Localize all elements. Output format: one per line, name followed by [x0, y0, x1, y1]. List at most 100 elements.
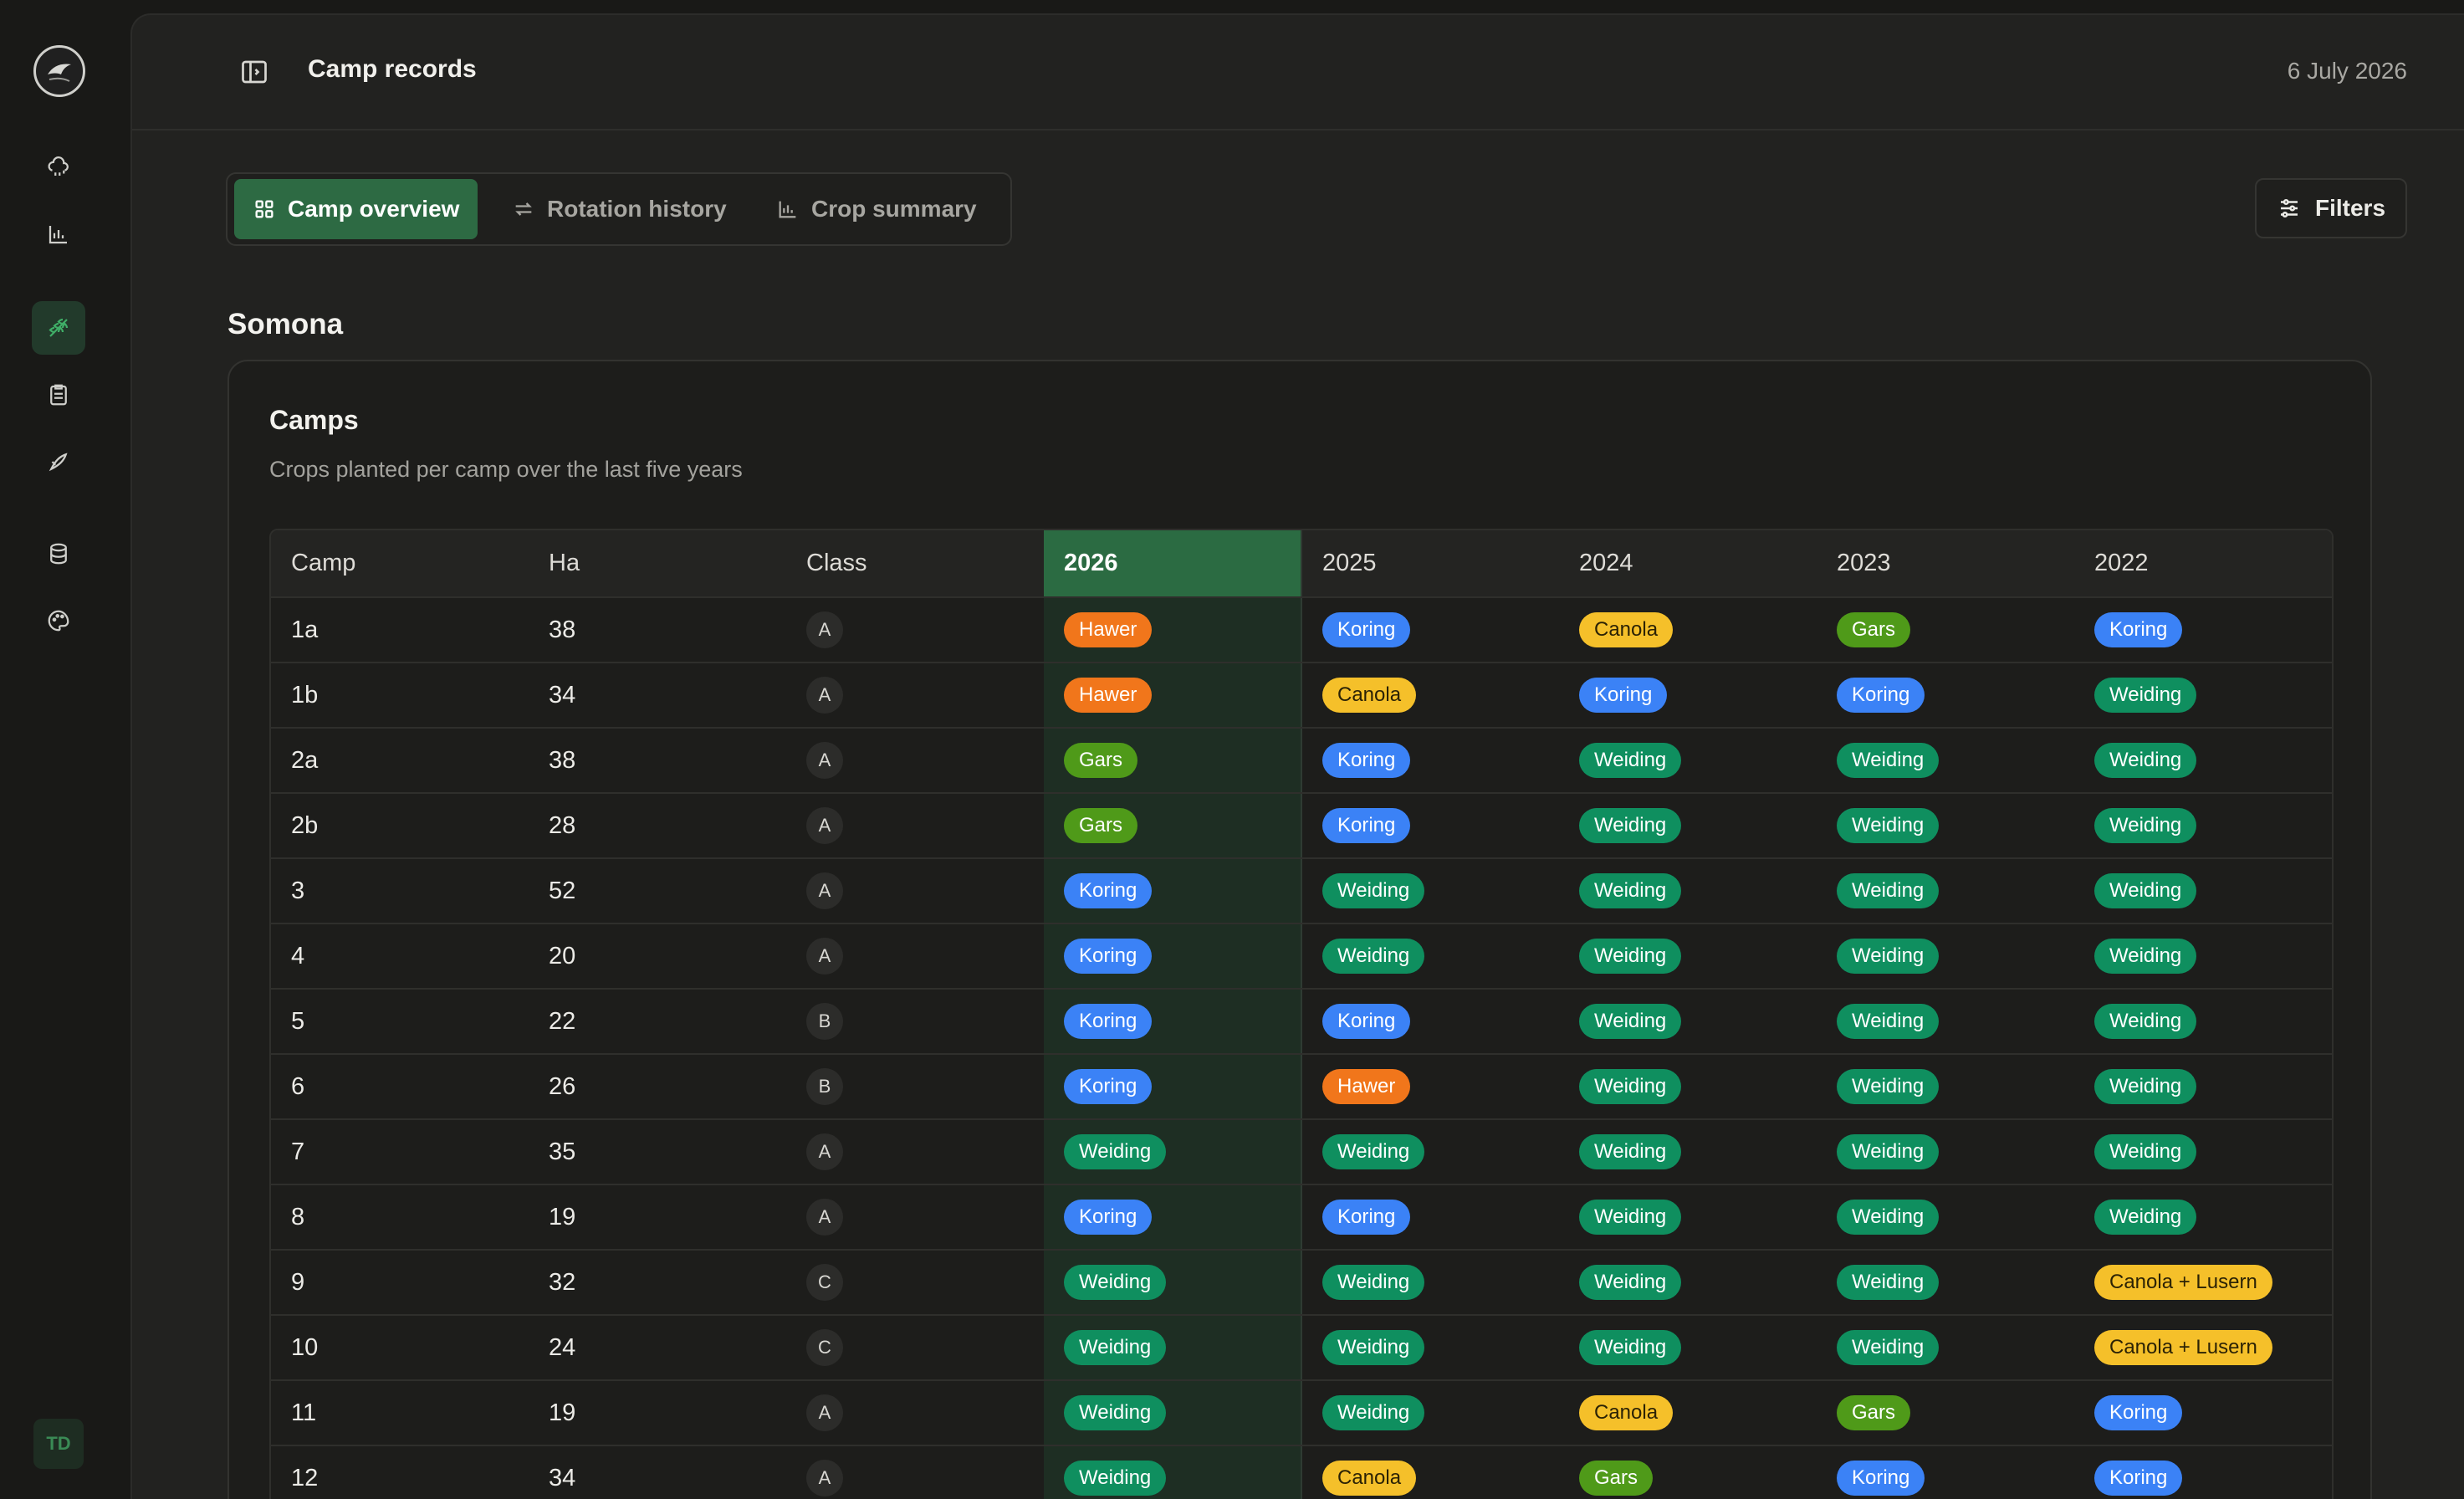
camps-table: Camp Ha Class 2026 2025 2024 2023 2022 1… — [269, 529, 2334, 1499]
table-row[interactable]: 11 19 A Weiding Weiding Canola Gars Koring — [271, 1380, 2332, 1446]
crop-badge: Weiding — [1579, 743, 1682, 778]
hectares-cell: 52 — [529, 858, 786, 924]
crop-badge: Koring — [1322, 1200, 1411, 1235]
crop-cell: Weiding — [1044, 1445, 1302, 1499]
bar-chart-icon — [779, 201, 796, 218]
crop-badge: Koring — [1579, 678, 1668, 713]
nav-theme[interactable] — [32, 594, 85, 647]
tab-camp-overview[interactable]: Camp overview — [234, 179, 478, 239]
crop-cell: Koring — [1044, 989, 1302, 1055]
top-bar: Camp records 6 July 2026 — [132, 15, 2464, 130]
crop-badge: Weiding — [1837, 1004, 1940, 1039]
camp-cell: 1b — [271, 663, 529, 729]
crop-badge: Koring — [1064, 939, 1153, 974]
class-badge: A — [806, 807, 843, 844]
crop-cell: Weiding — [1301, 1380, 1559, 1446]
crop-badge: Koring — [1322, 743, 1411, 778]
column-header[interactable]: 2025 — [1301, 530, 1559, 598]
camp-cell: 6 — [271, 1054, 529, 1120]
hectares-cell: 32 — [529, 1250, 786, 1316]
crop-badge: Weiding — [1579, 1200, 1682, 1235]
table-row[interactable]: 3 52 A Koring Weiding Weiding Weiding Weiding — [271, 858, 2332, 924]
sidebar-toggle-button[interactable] — [239, 57, 269, 91]
nav-data[interactable] — [32, 527, 85, 581]
crop-cell: Weiding — [2074, 728, 2332, 794]
crop-badge: Weiding — [1579, 1004, 1682, 1039]
crop-cell: Weiding — [1559, 728, 1817, 794]
column-header[interactable]: 2022 — [2074, 530, 2332, 598]
tab-label: Crop summary — [811, 196, 977, 222]
nav-crops[interactable] — [32, 301, 85, 355]
crop-badge: Weiding — [1837, 1265, 1940, 1300]
crop-badge: Weiding — [1322, 1395, 1425, 1430]
crop-cell: Weiding — [1301, 923, 1559, 990]
table-row[interactable]: 2b 28 A Gars Koring Weiding Weiding Weiding — [271, 793, 2332, 859]
class-cell: A — [786, 1445, 1044, 1499]
nav-weather[interactable] — [32, 141, 85, 194]
table-row[interactable]: 10 24 C Weiding Weiding Weiding Weiding Canola … — [271, 1315, 2332, 1381]
crop-badge: Canola + Lusern — [2094, 1265, 2272, 1300]
tab-rotation-history[interactable]: Rotation history — [493, 179, 745, 239]
table-row[interactable]: 6 26 B Koring Hawer Weiding Weiding Weiding — [271, 1054, 2332, 1120]
crop-badge: Weiding — [1064, 1330, 1167, 1365]
table-row[interactable]: 7 35 A Weiding Weiding Weiding Weiding Weiding — [271, 1119, 2332, 1185]
card-title: Camps — [269, 405, 359, 435]
crop-cell: Koring — [2074, 1445, 2332, 1499]
table-row[interactable]: 2a 38 A Gars Koring Weiding Weiding Weiding — [271, 728, 2332, 794]
table-row[interactable]: 8 19 A Koring Koring Weiding Weiding Weiding — [271, 1184, 2332, 1251]
class-cell: A — [786, 663, 1044, 729]
table-row[interactable]: 1a 38 A Hawer Koring Canola Gars Koring — [271, 597, 2332, 663]
crop-cell: Weiding — [2074, 1054, 2332, 1120]
table-row[interactable]: 9 32 C Weiding Weiding Weiding Weiding Canola +… — [271, 1250, 2332, 1316]
nav-records[interactable] — [32, 368, 85, 422]
column-header[interactable]: 2023 — [1817, 530, 2074, 598]
class-cell: A — [786, 1380, 1044, 1446]
class-cell: C — [786, 1250, 1044, 1316]
crop-badge: Weiding — [1064, 1265, 1167, 1300]
nav-analytics[interactable] — [32, 207, 85, 261]
column-header[interactable]: 2024 — [1559, 530, 1817, 598]
filters-button[interactable]: Filters — [2255, 178, 2407, 238]
crop-badge: Weiding — [1322, 1265, 1425, 1300]
user-avatar[interactable]: TD — [33, 1419, 84, 1469]
crop-cell: Canola — [1301, 1445, 1559, 1499]
hectares-cell: 34 — [529, 663, 786, 729]
table-row[interactable]: 4 20 A Koring Weiding Weiding Weiding Weiding — [271, 923, 2332, 990]
crop-cell: Weiding — [1044, 1380, 1302, 1446]
column-header-current-year[interactable]: 2026 — [1044, 530, 1302, 598]
hectares-cell: 19 — [529, 1184, 786, 1251]
column-header[interactable]: Ha — [529, 530, 786, 598]
filters-label: Filters — [2314, 195, 2386, 221]
crop-badge: Canola — [1322, 1461, 1417, 1496]
crop-badge: Weiding — [1064, 1461, 1167, 1496]
class-cell: A — [786, 1119, 1044, 1185]
page-title: Camp records — [308, 55, 477, 83]
column-header[interactable]: Camp — [271, 530, 529, 598]
card-description: Crops planted per camp over the last fiv… — [269, 457, 743, 482]
crop-cell: Koring — [1817, 1445, 2074, 1499]
crop-badge: Weiding — [1579, 939, 1682, 974]
crop-badge: Weiding — [1837, 743, 1940, 778]
table-row[interactable]: 12 34 A Weiding Canola Gars Koring Koring — [271, 1445, 2332, 1499]
camp-cell: 3 — [271, 858, 529, 924]
nav-equipment[interactable] — [32, 435, 85, 489]
camp-cell: 1a — [271, 597, 529, 663]
table-row[interactable]: 5 22 B Koring Koring Weiding Weiding Weiding — [271, 989, 2332, 1055]
crop-cell: Weiding — [1559, 1250, 1817, 1316]
logo[interactable] — [33, 45, 85, 97]
camp-cell: 4 — [271, 923, 529, 990]
crop-badge: Koring — [2094, 1461, 2183, 1496]
class-cell: A — [786, 728, 1044, 794]
column-header[interactable]: Class — [786, 530, 1044, 598]
hectares-cell: 20 — [529, 923, 786, 990]
crop-badge: Koring — [1064, 1069, 1153, 1104]
tab-crop-summary[interactable]: Crop summary — [758, 179, 995, 239]
crop-badge: Weiding — [2094, 743, 2197, 778]
table-row[interactable]: 1b 34 A Hawer Canola Koring Koring Weiding — [271, 663, 2332, 729]
camp-cell: 10 — [271, 1315, 529, 1381]
camp-cell: 7 — [271, 1119, 529, 1185]
class-cell: A — [786, 858, 1044, 924]
crop-cell: Gars — [1817, 1380, 2074, 1446]
crop-cell: Canola — [1559, 597, 1817, 663]
crop-badge: Hawer — [1064, 678, 1153, 713]
